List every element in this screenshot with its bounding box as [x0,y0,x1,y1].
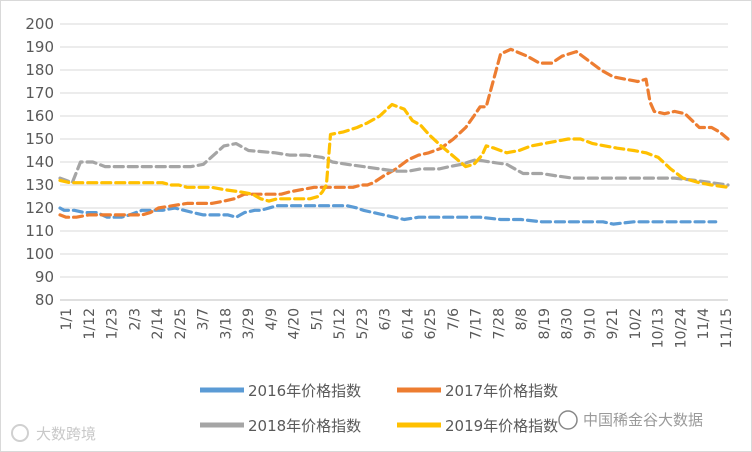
wechat-icon [558,410,578,430]
legend: 2016年价格指数 2017年价格指数 2018年价格指数 2019年价格指数 [200,382,558,435]
watermark-logo-icon [11,424,29,442]
series-layer [58,47,730,226]
x-tick-label: 8/30 [560,308,576,339]
x-tick-label: 9/21 [605,308,621,339]
x-tick-label: 6/3 [378,308,394,331]
x-tick-label: 11/15 [719,308,735,348]
x-tick-label: 2/25 [173,308,189,339]
x-tick-label: 6/25 [423,308,439,339]
x-tick-label: 10/24 [673,308,689,348]
series-line-3 [58,142,730,187]
x-tick-label: 8/19 [537,308,553,339]
x-tick-label: 6/14 [400,308,416,340]
x-tick-label: 4/9 [264,308,280,331]
y-tick-label: 130 [25,176,54,194]
x-tick-label: 9/10 [582,308,598,339]
x-axis: 1/1 1/12 1/23 2/3 2/14 2/25 3/7 3/18 3/29 4/9 4/20… [59,299,735,348]
x-tick-label: 2/3 [127,308,143,331]
x-tick-label: 1/1 [59,308,75,331]
legend-label: 2018年价格指数 [248,417,361,435]
legend-label: 2019年价格指数 [445,417,558,435]
x-tick-label: 7/6 [446,308,462,331]
x-tick-label: 5/12 [332,308,348,339]
y-tick-label: 90 [35,268,54,286]
x-tick-label: 11/4 [696,308,712,340]
series-line-4 [58,102,730,203]
x-tick-label: 1/23 [105,308,121,339]
x-tick-label: 7/17 [469,308,485,339]
legend-label: 2017年价格指数 [445,382,558,400]
x-tick-label: 3/29 [241,308,257,339]
y-tick-label: 150 [25,130,54,148]
y-tick-label: 190 [25,38,54,56]
series-line-2 [58,47,730,219]
x-tick-label: 8/8 [514,308,530,331]
y-tick-label: 200 [25,15,54,33]
watermark-left: 大数跨境 [11,424,96,443]
y-tick-label: 140 [25,153,54,171]
legend-label: 2016年价格指数 [248,382,361,400]
watermark-left-text: 大数跨境 [36,425,96,443]
y-axis: 80 90 100 110 120 130 140 150 160 170 180 190 200 [25,15,54,309]
y-tick-label: 110 [25,222,54,240]
x-tick-label: 10/13 [651,308,667,348]
x-tick-label: 3/7 [196,308,212,331]
x-tick-label: 1/12 [82,308,98,339]
y-tick-label: 120 [25,199,54,217]
x-tick-label: 5/23 [355,308,371,339]
x-tick-label: 5/1 [309,308,325,331]
x-tick-label: 4/20 [287,308,303,339]
watermark-right: 中国稀金谷大数据 [558,410,703,430]
x-tick-label: 2/14 [150,308,166,340]
y-tick-label: 170 [25,84,54,102]
x-tick-label: 10/2 [628,308,644,339]
y-tick-label: 180 [25,61,54,79]
x-tick-label: 7/28 [491,308,507,339]
watermark-right-text: 中国稀金谷大数据 [583,411,703,429]
y-tick-label: 100 [25,245,54,263]
y-tick-label: 80 [35,291,54,309]
y-tick-label: 160 [25,107,54,125]
x-tick-label: 3/18 [218,308,234,339]
